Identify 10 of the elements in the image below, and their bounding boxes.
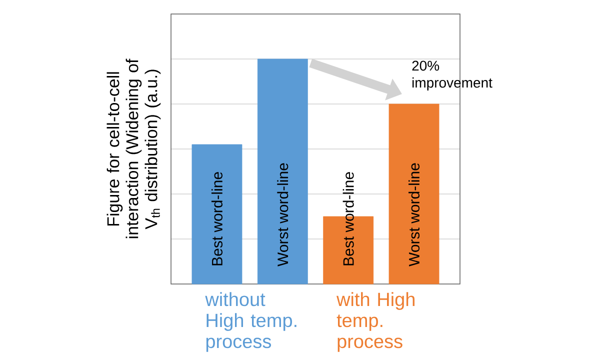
bar: [192, 144, 242, 284]
series-label: without High temp. process: [205, 292, 296, 352]
bar: [388, 104, 440, 284]
annotation: 20% improvement: [412, 60, 492, 90]
x-tick-label: Best word-line: [211, 172, 222, 266]
series-label: with High temp. process: [336, 292, 414, 352]
x-tick-label: Best word-line: [342, 172, 354, 266]
x-tick-label: Worst word-line: [408, 163, 420, 266]
x-tick-label: Worst word-line: [277, 163, 288, 266]
bar: [257, 58, 308, 284]
